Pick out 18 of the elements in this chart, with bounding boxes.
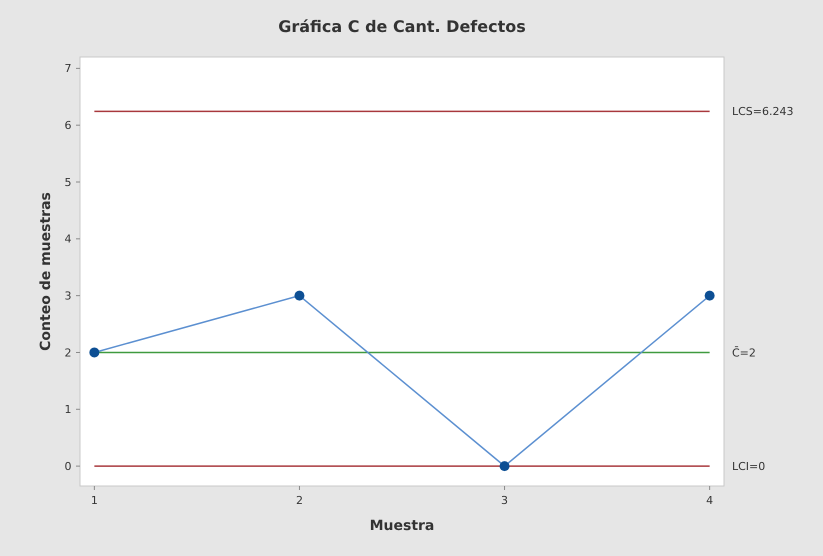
ref-line-label: LCS=6.243 [732,105,794,118]
y-tick-label: 0 [64,460,72,473]
x-tick-label: 4 [706,494,714,507]
x-tick-label: 2 [296,494,303,507]
y-tick-label: 1 [64,403,72,416]
ref-line-label: C̄=2 [732,345,756,360]
x-axis-title: Muestra [370,518,434,534]
y-tick-label: 4 [64,232,72,246]
chart-title: Gráfica C de Cant. Defectos [278,17,526,36]
x-tick-label: 3 [501,494,508,507]
y-tick-label: 5 [64,176,72,189]
y-axis-title: Conteo de muestras [38,192,54,351]
y-tick-label: 6 [64,119,72,132]
y-tick-label: 2 [64,346,72,360]
y-tick-label: 7 [64,62,72,76]
x-tick-label: 1 [90,494,98,507]
y-tick-label: 3 [64,290,72,302]
ref-line-label: LCI=0 [732,460,766,473]
